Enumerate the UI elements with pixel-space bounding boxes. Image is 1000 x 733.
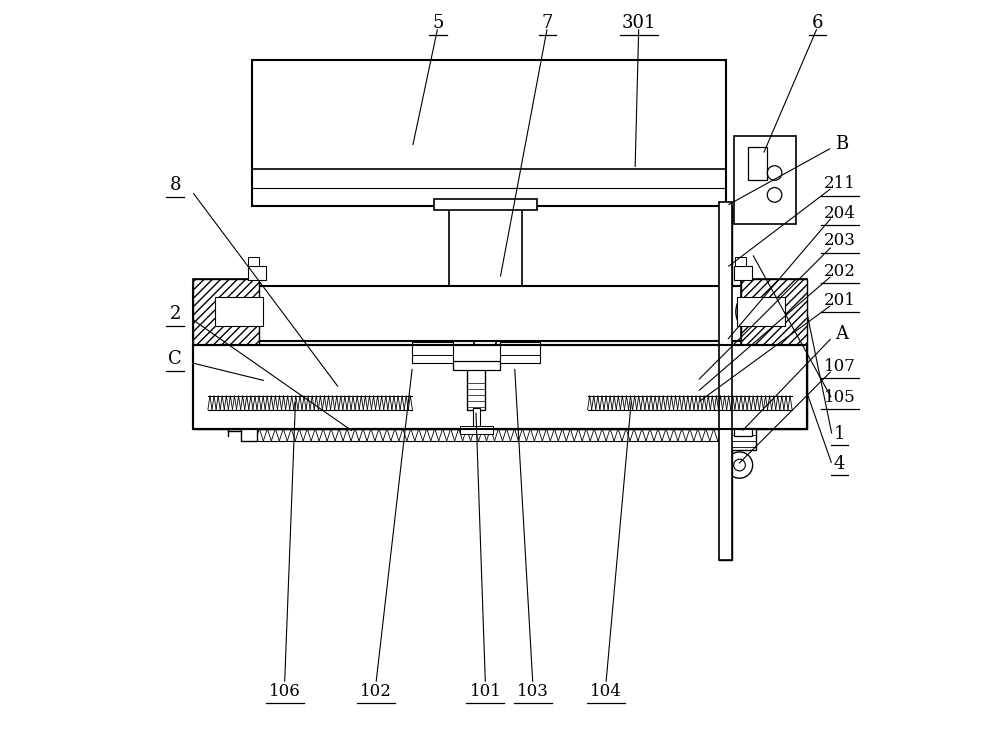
Text: 106: 106 <box>269 683 300 700</box>
Bar <box>193 279 259 345</box>
Bar <box>737 297 785 326</box>
Text: 201: 201 <box>824 292 855 309</box>
Bar <box>193 286 807 341</box>
Text: 204: 204 <box>824 205 855 221</box>
Bar <box>467 363 485 410</box>
Bar <box>719 206 732 560</box>
Text: 203: 203 <box>824 232 855 249</box>
Bar <box>248 257 259 266</box>
Text: 5: 5 <box>432 15 444 32</box>
Bar <box>296 363 690 399</box>
Bar <box>741 279 807 345</box>
Bar <box>734 136 796 224</box>
Text: 104: 104 <box>590 683 622 700</box>
Text: 6: 6 <box>812 15 823 32</box>
Text: 211: 211 <box>824 175 855 193</box>
Bar <box>193 345 807 429</box>
Bar <box>434 199 537 210</box>
Bar <box>500 342 540 363</box>
Bar <box>453 361 500 370</box>
Bar <box>674 359 699 399</box>
Bar <box>412 342 453 363</box>
Bar <box>672 355 704 405</box>
Bar <box>449 206 522 319</box>
Text: 107: 107 <box>824 358 855 375</box>
Bar <box>735 257 746 266</box>
Bar <box>215 297 263 326</box>
Text: 101: 101 <box>469 683 501 700</box>
Bar <box>460 427 493 434</box>
Bar <box>285 359 310 399</box>
Bar <box>193 279 259 345</box>
Bar <box>299 407 328 418</box>
Bar <box>734 418 752 436</box>
Bar <box>730 410 756 451</box>
Bar <box>252 60 726 206</box>
Text: 7: 7 <box>542 15 553 32</box>
Text: 8: 8 <box>169 177 181 194</box>
Bar <box>248 266 266 280</box>
Text: 202: 202 <box>824 263 855 280</box>
Bar <box>734 266 752 280</box>
Bar <box>657 407 686 418</box>
Bar <box>241 421 257 441</box>
Bar <box>281 352 704 407</box>
Bar <box>719 202 732 560</box>
Text: B: B <box>835 135 848 152</box>
Text: 301: 301 <box>621 15 656 32</box>
Text: 102: 102 <box>360 683 392 700</box>
Text: 105: 105 <box>824 388 855 405</box>
Bar <box>193 345 807 429</box>
Bar <box>474 319 496 388</box>
Bar <box>193 345 807 429</box>
Bar <box>748 147 767 180</box>
Text: 2: 2 <box>169 305 181 323</box>
Bar <box>741 279 807 345</box>
Text: 103: 103 <box>517 683 549 700</box>
Text: C: C <box>168 350 182 368</box>
Text: 1: 1 <box>834 424 845 443</box>
Text: A: A <box>835 325 848 343</box>
Bar <box>473 408 480 429</box>
Bar <box>281 355 314 405</box>
Text: 4: 4 <box>834 454 845 473</box>
